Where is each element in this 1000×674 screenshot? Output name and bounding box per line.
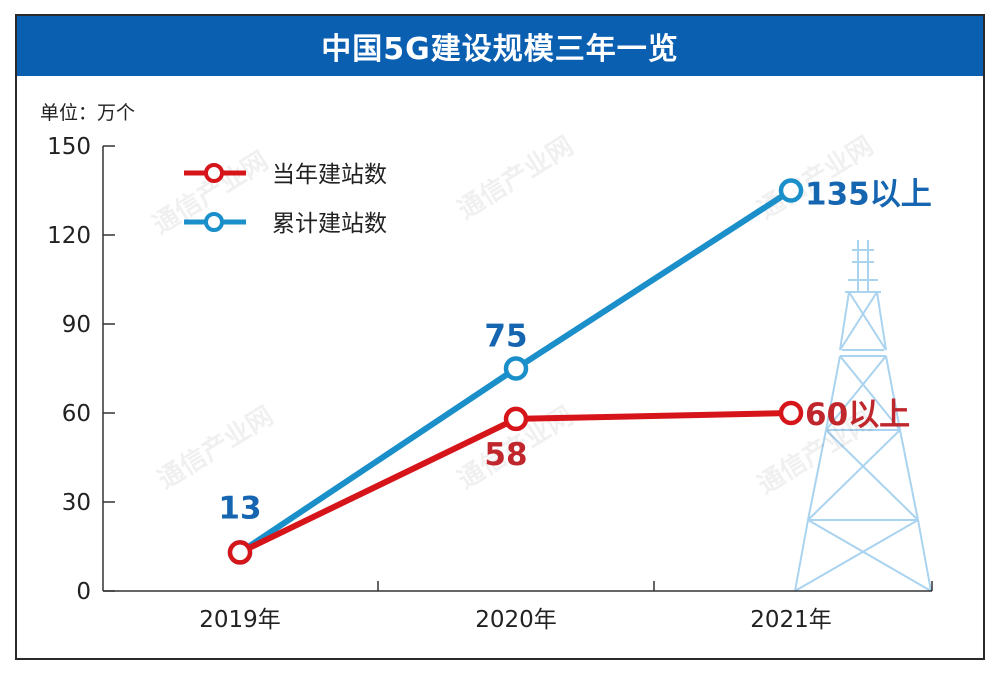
data-label-annual: 60以上 bbox=[805, 397, 910, 433]
unit-label: 单位：万个 bbox=[40, 102, 136, 124]
y-tick-label: 120 bbox=[47, 223, 91, 249]
data-point-cumulative bbox=[503, 356, 529, 381]
legend-label-annual: 当年建站数 bbox=[272, 162, 387, 188]
watermark: 通信产业网 bbox=[453, 131, 579, 225]
data-label-cumulative: 13 bbox=[218, 490, 261, 526]
data-label-annual: 58 bbox=[484, 437, 527, 473]
legend-item-annual: 当年建站数 bbox=[184, 162, 387, 188]
y-tick-label: 0 bbox=[76, 579, 91, 605]
watermark: 通信产业网 bbox=[153, 401, 279, 495]
x-tick-label: 2021年 bbox=[750, 607, 832, 633]
y-tick-label: 90 bbox=[62, 312, 91, 338]
data-point-annual bbox=[227, 540, 253, 565]
chart-frame: 中国5G建设规模三年一览 bbox=[15, 14, 985, 660]
y-tick-label: 60 bbox=[62, 401, 91, 427]
data-point-annual bbox=[778, 400, 804, 426]
x-tick-label: 2020年 bbox=[475, 607, 557, 633]
legend-item-cumulative: 累计建站数 bbox=[184, 211, 387, 237]
data-label-cumulative: 75 bbox=[484, 319, 527, 355]
legend: 当年建站数 累计建站数 bbox=[184, 162, 387, 237]
data-label-cumulative: 135以上 bbox=[805, 177, 932, 213]
y-tick-label: 30 bbox=[62, 490, 91, 516]
chart-title: 中国5G建设规模三年一览 bbox=[17, 16, 983, 76]
y-tick-label: 150 bbox=[47, 134, 91, 160]
data-point-cumulative bbox=[778, 178, 804, 203]
x-tick-label: 2019年 bbox=[199, 607, 281, 633]
tower-illustration bbox=[794, 240, 932, 592]
legend-label-cumulative: 累计建站数 bbox=[272, 211, 387, 237]
data-point-annual bbox=[503, 406, 529, 432]
